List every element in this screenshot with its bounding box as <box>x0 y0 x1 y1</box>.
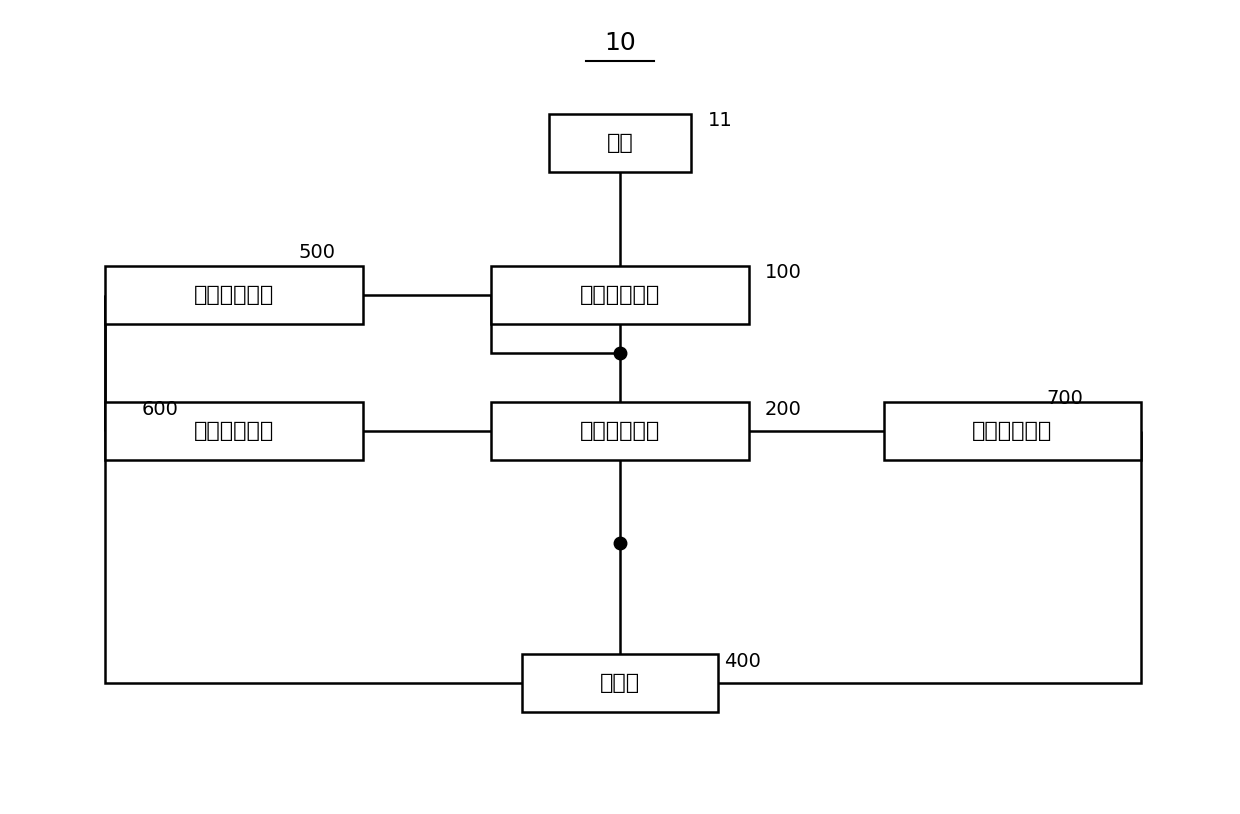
Bar <box>105 266 362 324</box>
Bar <box>491 266 749 324</box>
Text: 200: 200 <box>765 400 801 419</box>
Text: 整流滤波电路: 整流滤波电路 <box>580 285 660 305</box>
Text: 异常控制电路: 异常控制电路 <box>193 285 274 305</box>
Text: 400: 400 <box>724 652 761 671</box>
Bar <box>522 654 718 711</box>
Text: 600: 600 <box>141 400 179 419</box>
Text: 第一检测电路: 第一检测电路 <box>972 421 1053 441</box>
Text: 备用电源电路: 备用电源电路 <box>193 421 274 441</box>
Text: 11: 11 <box>708 111 733 130</box>
Text: 500: 500 <box>299 243 336 262</box>
Text: 开关电源电路: 开关电源电路 <box>580 421 660 441</box>
Text: 10: 10 <box>604 31 636 55</box>
Bar <box>549 114 691 172</box>
Text: 100: 100 <box>765 263 801 282</box>
Text: 700: 700 <box>1047 389 1084 409</box>
Text: 控制器: 控制器 <box>600 673 640 693</box>
Text: 电源: 电源 <box>606 133 634 153</box>
Bar <box>884 402 1141 460</box>
Bar <box>491 402 749 460</box>
Bar <box>105 402 362 460</box>
